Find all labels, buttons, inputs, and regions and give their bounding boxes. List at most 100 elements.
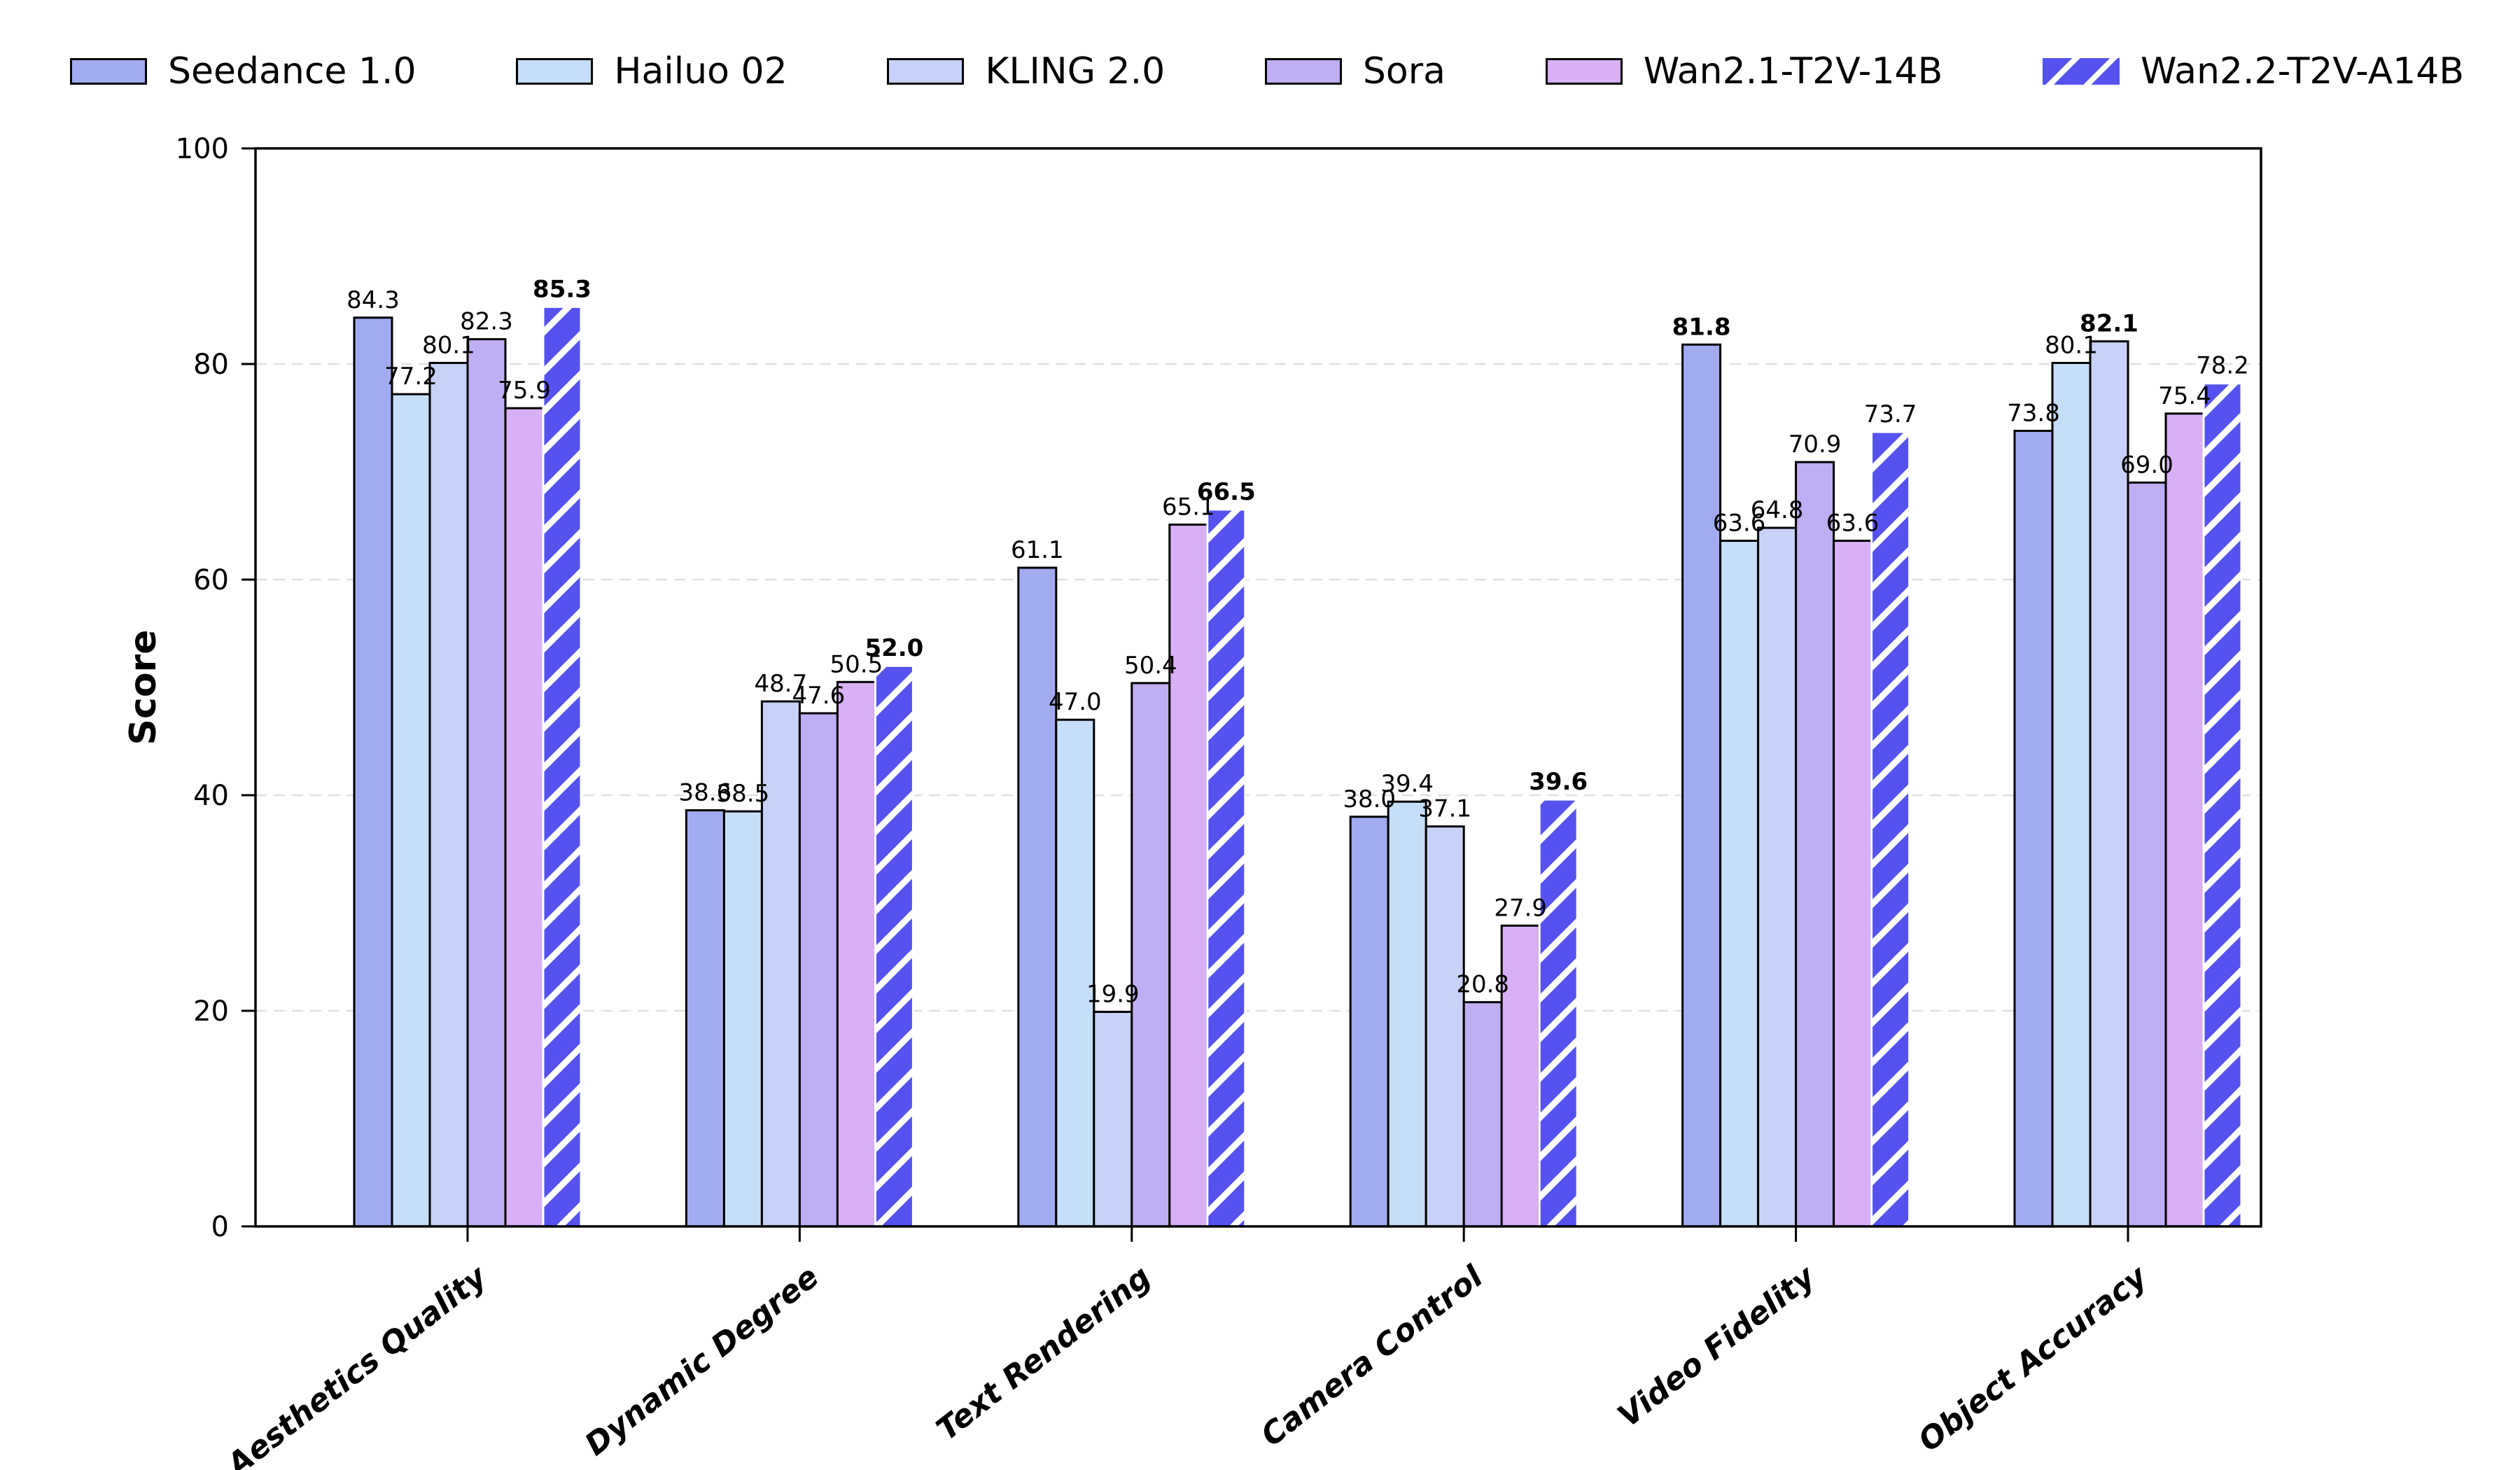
y-tick-label: 20 xyxy=(193,995,229,1028)
x-tick-label: Aesthetics Quality xyxy=(219,1258,495,1470)
value-label: 47.0 xyxy=(1049,688,1102,716)
bar-seedance-1-0-object-accuracy xyxy=(2013,429,2054,1228)
bar-sora-text-rendering xyxy=(1130,682,1171,1228)
legend-swatch-wan21 xyxy=(1545,58,1623,85)
value-label: 37.1 xyxy=(1418,795,1471,823)
bar-kling-2-0-camera-control xyxy=(1424,825,1465,1228)
value-label: 39.4 xyxy=(1380,770,1434,798)
legend-item-kling: KLING 2.0 xyxy=(887,53,1165,90)
value-labels: 84.377.280.182.375.985.338.638.548.747.6… xyxy=(346,275,2249,1008)
value-label: 38.0 xyxy=(1343,785,1396,813)
value-label: 19.9 xyxy=(1086,981,1140,1009)
value-label: 82.3 xyxy=(460,308,513,336)
value-label: 77.2 xyxy=(384,363,438,391)
bar-hailuo-02-video-fidelity xyxy=(1719,540,1760,1228)
value-label: 38.6 xyxy=(679,779,732,807)
y-tick-label: 100 xyxy=(176,133,229,165)
value-label: 69.0 xyxy=(2120,451,2174,479)
legend-item-wan21: Wan2.1-T2V-14B xyxy=(1545,50,1943,92)
legend-swatch-hailuo xyxy=(516,58,594,85)
x-tick-label: Object Accuracy xyxy=(1912,1258,2155,1459)
x-tick-label: Text Rendering xyxy=(930,1259,1157,1448)
bar-sora-object-accuracy xyxy=(2127,481,2167,1228)
bar-wan2-2-t2v-a14b-text-rendering xyxy=(1206,508,1247,1228)
value-label: 48.7 xyxy=(755,670,808,698)
value-label: 65.1 xyxy=(1162,493,1215,521)
y-tick-label: 60 xyxy=(193,564,229,596)
bar-sora-dynamic-degree xyxy=(798,712,839,1228)
x-tick-label: Video Fidelity xyxy=(1611,1258,1823,1434)
y-axis-title: Score xyxy=(122,630,164,746)
value-label: 63.6 xyxy=(1826,510,1879,538)
bar-hailuo-02-dynamic-degree xyxy=(722,810,763,1228)
value-label: 85.3 xyxy=(533,275,592,303)
value-label: 75.4 xyxy=(2158,382,2211,410)
bar-wan2-2-t2v-a14b-aesthetics-quality xyxy=(542,305,582,1228)
bar-hailuo-02-aesthetics-quality xyxy=(391,393,431,1228)
bar-wan2-1-t2v-14b-object-accuracy xyxy=(2164,412,2205,1228)
bar-seedance-1-0-aesthetics-quality xyxy=(353,316,393,1228)
legend-label-sora: Sora xyxy=(1362,50,1446,92)
legend-item-sora: Sora xyxy=(1264,50,1446,92)
y-tick-label: 40 xyxy=(193,780,229,812)
bar-hailuo-02-camera-control xyxy=(1387,800,1427,1228)
value-label: 47.6 xyxy=(792,682,846,710)
bar-seedance-1-0-camera-control xyxy=(1349,816,1390,1228)
bar-wan2-2-t2v-a14b-dynamic-degree xyxy=(874,664,914,1228)
value-label: 73.7 xyxy=(1864,400,1917,428)
bar-wan2-1-t2v-14b-text-rendering xyxy=(1168,523,1209,1228)
bar-wan2-1-t2v-14b-dynamic-degree xyxy=(836,680,876,1228)
bar-seedance-1-0-video-fidelity xyxy=(1681,343,1722,1228)
legend-label-seedance: Seedance 1.0 xyxy=(168,50,416,92)
legend-swatch-sora xyxy=(1264,58,1342,85)
legend-item-hailuo: Hailuo 02 xyxy=(516,50,788,92)
legend-item-wan22: Wan2.2-T2V-A14B xyxy=(2042,50,2464,92)
value-label: 20.8 xyxy=(1456,971,1509,999)
legend-swatch-kling xyxy=(887,58,965,85)
bars xyxy=(353,305,2243,1228)
legend-swatch-seedance xyxy=(70,58,147,85)
value-label: 84.3 xyxy=(346,286,400,314)
legend-swatch-wan22 xyxy=(2042,58,2120,85)
y-tick-label: 0 xyxy=(211,1211,229,1243)
legend-item-seedance: Seedance 1.0 xyxy=(70,53,416,90)
value-label: 50.4 xyxy=(1124,652,1177,680)
bar-wan2-2-t2v-a14b-video-fidelity xyxy=(1870,430,1911,1228)
bar-hailuo-02-object-accuracy xyxy=(2051,361,2092,1228)
bar-sora-video-fidelity xyxy=(1795,461,1835,1228)
bar-hailuo-02-text-rendering xyxy=(1055,718,1096,1228)
value-label: 73.8 xyxy=(2007,399,2060,427)
bar-wan2-2-t2v-a14b-object-accuracy xyxy=(2202,382,2243,1228)
value-label: 63.6 xyxy=(1713,510,1766,538)
value-label: 82.1 xyxy=(2080,310,2138,338)
bar-wan2-1-t2v-14b-video-fidelity xyxy=(1833,540,1873,1228)
bar-wan2-1-t2v-14b-aesthetics-quality xyxy=(504,407,545,1228)
value-label: 39.6 xyxy=(1529,768,1588,796)
legend-label-wan21: Wan2.1-T2V-14B xyxy=(1643,50,1943,92)
bar-kling-2-0-aesthetics-quality xyxy=(428,361,469,1228)
bar-wan2-2-t2v-a14b-camera-control xyxy=(1538,798,1578,1228)
legend-label-wan22: Wan2.2-T2V-A14B xyxy=(2140,50,2464,92)
value-label: 27.9 xyxy=(1494,894,1547,922)
bar-sora-camera-control xyxy=(1462,1001,1503,1228)
axes-box xyxy=(254,147,2262,1228)
legend-label-hailuo: Hailuo 02 xyxy=(614,50,788,92)
bar-kling-2-0-object-accuracy xyxy=(2089,340,2129,1228)
value-label: 81.8 xyxy=(1672,313,1731,341)
value-label: 80.1 xyxy=(422,331,475,359)
y-tick-label: 80 xyxy=(193,349,229,381)
legend: Seedance 1.0 Hailuo 02 KLING 2.0 Sora Wa… xyxy=(70,36,2464,106)
y-axis: 0 20 40 60 80 100 xyxy=(176,133,255,1243)
x-tick-label: Camera Control xyxy=(1254,1259,1490,1454)
x-tick-label: Dynamic Degree xyxy=(578,1259,825,1462)
gridlines xyxy=(255,363,2261,1012)
bar-seedance-1-0-text-rendering xyxy=(1017,566,1058,1228)
value-label: 38.5 xyxy=(717,780,770,808)
legend-label-kling: KLING 2.0 xyxy=(985,50,1166,92)
x-axis: Aesthetics Quality Dynamic Degree Text Ren… xyxy=(219,1226,2155,1470)
value-label: 78.2 xyxy=(2196,352,2249,380)
bar-sora-aesthetics-quality xyxy=(466,338,507,1228)
value-label: 52.0 xyxy=(864,634,923,662)
value-label: 61.1 xyxy=(1011,536,1064,564)
